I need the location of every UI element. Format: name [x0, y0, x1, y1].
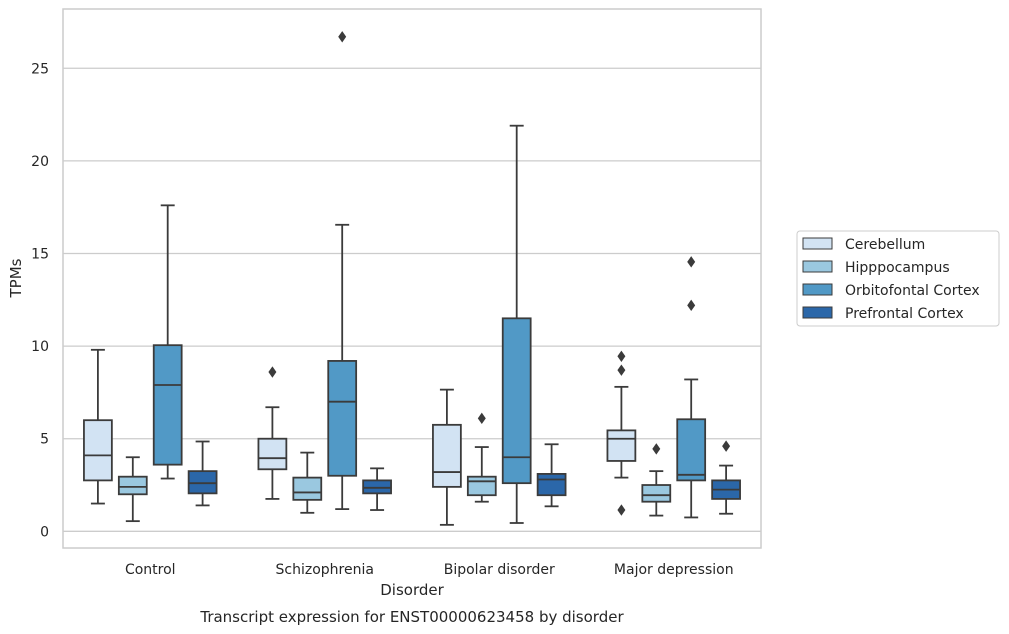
x-tick-label: Schizophrenia: [276, 562, 374, 578]
y-tick-label: 15: [31, 246, 49, 262]
y-tick-label: 5: [40, 432, 49, 448]
x-tick-label: Bipolar disorder: [444, 562, 555, 578]
outlier-point: [617, 364, 626, 376]
iqr-box: [292, 476, 323, 501]
box: [641, 443, 672, 517]
x-tick-labels: Control Schizophrenia Bipolar disorder Majo…: [125, 562, 734, 578]
legend-swatch: [802, 237, 833, 250]
box: [83, 348, 113, 505]
iqr-box: [432, 423, 462, 488]
box: [152, 204, 183, 480]
iqr-box: [152, 344, 183, 466]
iqr-box: [536, 473, 567, 497]
box-groups: [83, 31, 741, 526]
x-tick-label: Control: [125, 562, 176, 578]
legend-label: Cerebellum: [845, 237, 925, 253]
y-tick-label: 20: [31, 154, 49, 170]
box: [432, 388, 462, 526]
y-tick-label: 0: [40, 524, 49, 540]
legend-label: Hipppocampus: [845, 260, 950, 276]
y-tick-labels: 0 5 10 15 20 25: [31, 61, 49, 540]
box: [187, 440, 218, 507]
category-group: [606, 256, 741, 519]
box: [606, 350, 637, 516]
iqr-box: [676, 418, 707, 482]
box: [466, 412, 497, 503]
iqr-box: [501, 317, 532, 485]
category-group: [432, 124, 567, 526]
category-group: [257, 31, 392, 514]
legend: Cerebellum Hipppocampus Orbitofontal Corte…: [796, 230, 1000, 327]
box: [711, 440, 741, 515]
iqr-box: [257, 437, 288, 471]
box: [676, 256, 707, 519]
iqr-box: [362, 479, 392, 495]
iqr-box: [641, 484, 672, 503]
outlier-point: [338, 31, 347, 43]
outlier-point: [477, 412, 486, 425]
iqr-box: [117, 475, 148, 496]
x-axis-label: Disorder: [380, 581, 444, 599]
iqr-box: [606, 429, 637, 462]
iqr-box: [83, 419, 113, 482]
iqr-box: [187, 470, 218, 495]
box: [292, 451, 323, 514]
legend-swatch: [802, 306, 833, 319]
outlier-point: [687, 299, 696, 312]
iqr-box: [327, 360, 358, 477]
outlier-point: [687, 256, 696, 268]
y-axis-label: TPMs: [7, 258, 25, 298]
outlier-point: [617, 504, 626, 516]
box: [362, 467, 392, 511]
box: [327, 31, 358, 511]
box: [117, 456, 148, 523]
box: [536, 443, 567, 508]
y-tick-label: 25: [31, 61, 49, 77]
box: [257, 366, 288, 500]
legend-swatch: [802, 283, 833, 296]
plot-area-frame: [62, 8, 762, 549]
legend-label: Prefrontal Cortex: [845, 306, 964, 322]
legend-swatch: [802, 260, 833, 273]
chart-caption: Transcript expression for ENST0000062345…: [199, 608, 624, 626]
outlier-point: [268, 366, 277, 378]
box: [501, 124, 532, 524]
outlier-point: [722, 440, 731, 452]
legend-label: Orbitofontal Cortex: [845, 283, 980, 299]
iqr-box: [466, 475, 497, 497]
outlier-point: [652, 443, 661, 455]
y-tick-label: 10: [31, 339, 49, 355]
legend-frame: [796, 230, 1000, 327]
outlier-point: [617, 350, 626, 362]
category-group: [83, 204, 218, 523]
x-tick-label: Major depression: [614, 562, 734, 578]
